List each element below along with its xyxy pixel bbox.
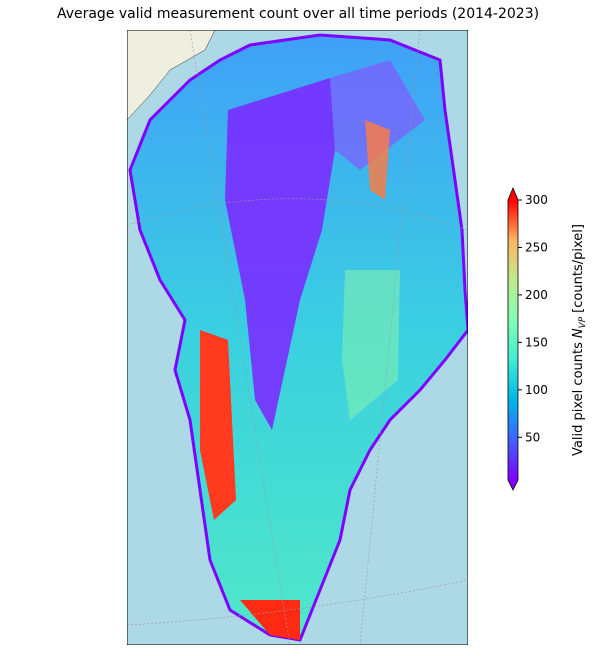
colorbar-outline [507,186,519,491]
land [127,30,216,121]
low-coverage [225,78,335,430]
colorbar-body [508,200,518,480]
colorbar-tick-label: 50 [525,430,540,444]
map [127,30,468,645]
colorbar-tick-label: 100 [525,383,548,397]
high-coverage [240,600,300,640]
colorbar-extend [508,188,518,200]
colorbar: 50 100 150 200 250 300 Valid pixel counts NVP [c… [507,186,588,491]
colorbar-tick-label: 150 [525,335,548,349]
colorbar-label: Valid pixel counts NVP [counts/pixel] [571,224,588,456]
colorbar-tick-label: 250 [525,240,548,254]
high-coverage [200,330,236,520]
colorbar-label-part: VP [578,316,588,328]
colorbar-label-part: [counts/pixel] [571,224,586,313]
map-title: Average valid measurement count over all… [57,6,539,22]
colorbar-extend [508,480,518,490]
high-coverage [365,120,390,200]
colorbar-label-part: N [571,328,586,338]
colorbar-label-part: Valid pixel counts [571,342,586,456]
low-coverage [330,60,425,170]
colorbar-tick-label: 300 [525,193,548,207]
colorbar-tick-label: 200 [525,288,548,302]
high-coverage [342,270,400,420]
